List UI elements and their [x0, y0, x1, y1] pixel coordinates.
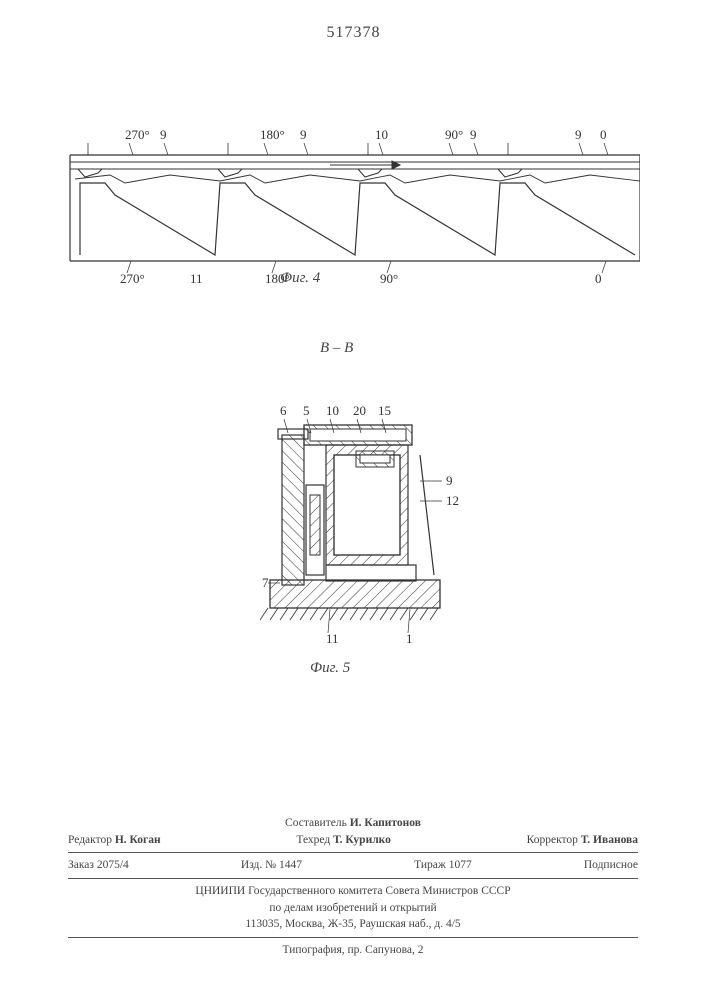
svg-text:7: 7 — [262, 575, 269, 590]
svg-text:270°: 270° — [120, 271, 145, 286]
section-b-b-label: В – В — [320, 340, 353, 357]
svg-text:15: 15 — [378, 403, 391, 418]
figure-5: 651020159127111 — [260, 395, 480, 655]
document-number: 517378 — [327, 24, 381, 42]
svg-text:9: 9 — [300, 127, 307, 142]
divider — [68, 878, 638, 879]
svg-text:20: 20 — [353, 403, 366, 418]
svg-text:270°: 270° — [125, 127, 150, 142]
svg-text:5: 5 — [303, 403, 310, 418]
svg-text:10: 10 — [326, 403, 339, 418]
svg-text:180°: 180° — [260, 127, 285, 142]
credits-row: Редактор Н. Коган Техред Т. Курилко Корр… — [68, 832, 638, 849]
svg-text:10: 10 — [375, 127, 388, 142]
figure-5-caption: Фиг. 5 — [310, 660, 350, 677]
svg-text:12: 12 — [446, 493, 459, 508]
svg-text:9: 9 — [446, 473, 453, 488]
address-line: 113035, Москва, Ж-35, Раушская наб., д. … — [68, 916, 638, 933]
svg-text:0: 0 — [600, 127, 607, 142]
svg-text:11: 11 — [190, 271, 203, 286]
svg-text:6: 6 — [280, 403, 287, 418]
org-line-2: по делам изобретений и открытий — [68, 900, 638, 917]
typography-line: Типография, пр. Сапунова, 2 — [68, 942, 638, 959]
divider — [68, 937, 638, 938]
svg-text:9: 9 — [160, 127, 167, 142]
colophon: Составитель И. Капитонов Редактор Н. Ког… — [68, 815, 638, 959]
svg-text:0: 0 — [595, 271, 602, 286]
svg-text:1: 1 — [406, 631, 413, 646]
svg-text:11: 11 — [326, 631, 339, 646]
divider — [68, 852, 638, 853]
figure-4: 270°9180°91090°990270°11180°90°0 — [60, 125, 640, 305]
svg-text:9: 9 — [470, 127, 477, 142]
org-line-1: ЦНИИПИ Государственного комитета Совета … — [68, 883, 638, 900]
figure-4-caption: Фиг. 4 — [280, 270, 320, 287]
print-row: Заказ 2075/4 Изд. № 1447 Тираж 1077 Подп… — [68, 857, 638, 874]
composer-line: Составитель И. Капитонов — [68, 815, 638, 832]
svg-text:9: 9 — [575, 127, 582, 142]
svg-text:90°: 90° — [445, 127, 463, 142]
svg-text:90°: 90° — [380, 271, 398, 286]
